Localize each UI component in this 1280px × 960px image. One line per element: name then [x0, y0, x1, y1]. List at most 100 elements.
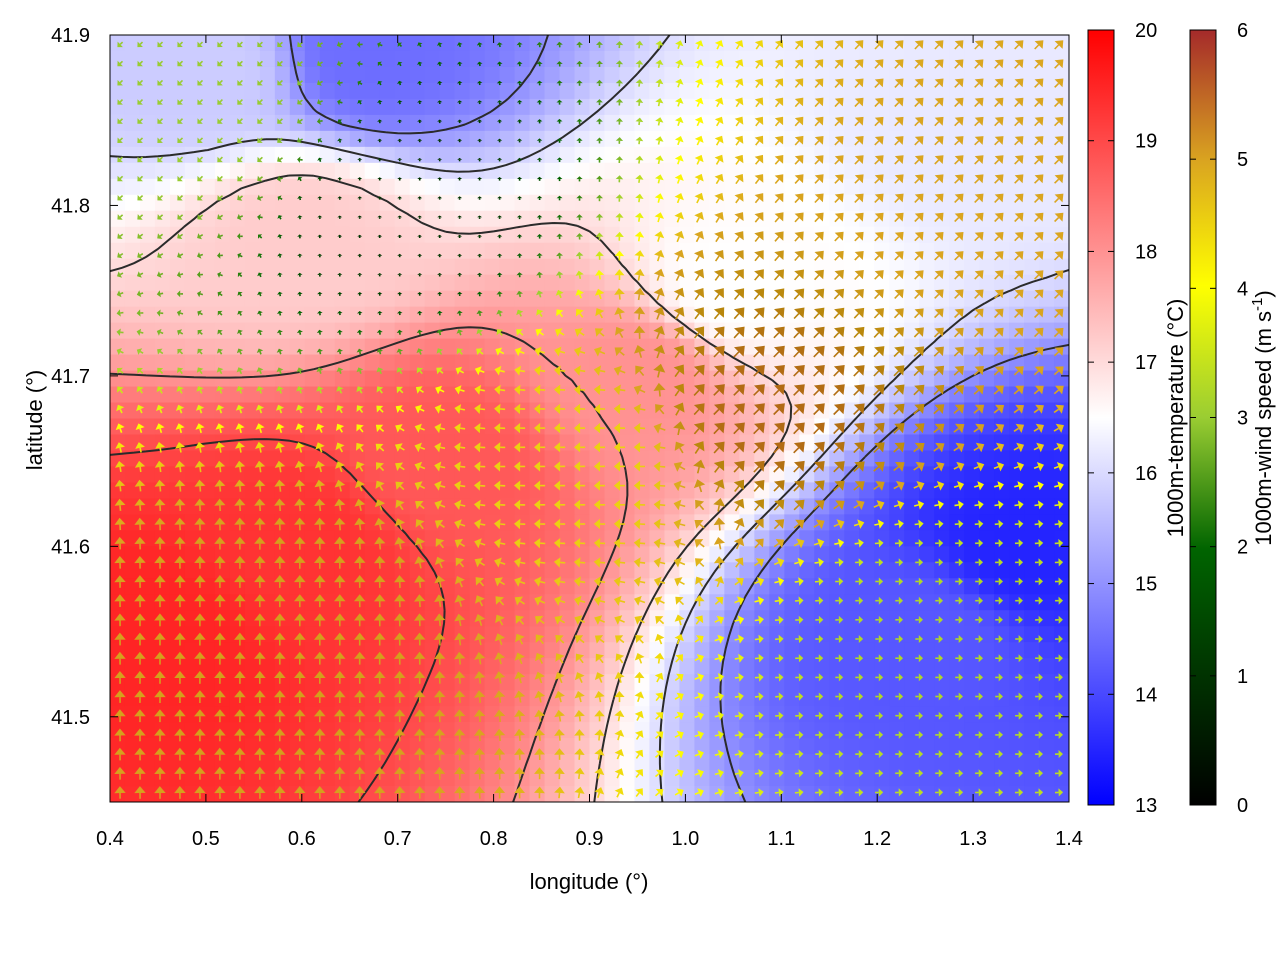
temperature-cell [229, 146, 246, 164]
temperature-cell [964, 786, 980, 802]
temperature-cell [379, 35, 396, 52]
temperature-cell [919, 594, 935, 611]
wind-arrow-shaft [657, 179, 661, 184]
temperature-cell [784, 50, 800, 68]
temperature-cell [679, 98, 695, 116]
temperature-cell [124, 658, 141, 675]
temperature-cell [754, 690, 770, 707]
temperature-cell [664, 210, 680, 228]
temperature-cell [679, 562, 695, 579]
temperature-cell [544, 98, 561, 116]
temperature-cell [574, 210, 591, 228]
temperature-cell [439, 226, 456, 244]
temperature-cell [619, 354, 636, 372]
temperature-cell [514, 130, 531, 148]
temperature-cell [304, 402, 321, 420]
temperature-cell [139, 178, 156, 196]
temperature-cell [199, 562, 216, 579]
temperature-cell [499, 530, 516, 547]
temperature-cell [409, 466, 426, 484]
temperature-cell [784, 690, 800, 707]
temperature-cell [934, 786, 950, 802]
temperature-cell [559, 258, 576, 276]
temperature-cell [334, 354, 351, 372]
temperature-cell [259, 450, 276, 468]
temperature-cell [409, 258, 426, 276]
temperature-cell [964, 706, 980, 723]
temperature-cell [589, 354, 606, 372]
temperature-cell [364, 370, 381, 388]
temperature-cell [139, 322, 156, 340]
temperature-cell [379, 626, 396, 643]
temperature-cell [739, 82, 755, 100]
temperature-cell [110, 194, 126, 212]
temperature-cell [829, 754, 845, 771]
temperature-cell [814, 466, 830, 484]
temperature-cell [484, 306, 501, 324]
temperature-cell [619, 306, 636, 324]
temperature-cell [319, 226, 336, 244]
temperature-cell [349, 66, 366, 84]
temperature-cell [409, 290, 426, 308]
temperature-cell [139, 66, 156, 84]
temperature-cell [379, 482, 396, 499]
temperature-cell [394, 146, 411, 164]
temperature-cell [664, 114, 680, 132]
temperature-cell [214, 290, 231, 308]
temperature-cell [439, 35, 456, 52]
temperature-cell [679, 178, 695, 196]
temperature-cell [574, 466, 591, 484]
temperature-cell [904, 194, 920, 212]
temperature-cell [184, 338, 201, 356]
temperature-cell [424, 242, 441, 260]
temperature-cell [604, 498, 621, 515]
temperature-cell [724, 514, 740, 531]
temperature-cell [784, 530, 800, 547]
temperature-cell [514, 290, 531, 308]
temperature-cell [304, 498, 321, 515]
temperature-cell [184, 226, 201, 244]
temperature-cell [619, 498, 636, 515]
temperature-cell [874, 706, 890, 723]
temperature-cell [274, 786, 291, 802]
temperature-cell [889, 530, 905, 547]
wind-arrow-shaft [478, 44, 481, 48]
temperature-cell [544, 306, 561, 324]
temperature-cell [484, 35, 501, 52]
wind-arrow-shaft [578, 274, 582, 279]
temperature-cell [604, 290, 621, 308]
temperature-cell [559, 354, 576, 372]
temperature-cell [364, 210, 381, 228]
temperature-cell [604, 194, 621, 212]
temperature-cell [229, 178, 246, 196]
temperature-cell [169, 530, 186, 547]
temperature-cell [874, 626, 890, 643]
temperature-cell [649, 210, 666, 228]
temperature-cell [259, 514, 276, 531]
temperature-cell [319, 786, 336, 802]
temperature-cell [259, 274, 276, 292]
temperature-cell [784, 578, 800, 595]
temperature-cell [244, 146, 261, 164]
temperature-cell [319, 626, 336, 643]
temperature-cell [769, 690, 785, 707]
temperature-cell [769, 370, 785, 388]
temperature-cell [679, 498, 695, 515]
temperature-cell [634, 130, 651, 148]
temperature-cell [1024, 626, 1040, 643]
temperature-cell [169, 482, 186, 499]
temperature-cell [289, 274, 306, 292]
wind-arrow-shaft [239, 254, 243, 258]
temperature-cell [799, 98, 815, 116]
temperature-cell [544, 162, 561, 180]
temperature-cell [304, 418, 321, 436]
temperature-cell [784, 610, 800, 627]
temperature-cell [229, 98, 246, 116]
temperature-cell [154, 114, 171, 132]
temperature-cell [1039, 690, 1055, 707]
temperature-cell [784, 194, 800, 212]
temperature-cell [304, 50, 321, 68]
temperature-cell [379, 114, 396, 132]
temperature-cell [1024, 690, 1040, 707]
temperature-cell [334, 562, 351, 579]
